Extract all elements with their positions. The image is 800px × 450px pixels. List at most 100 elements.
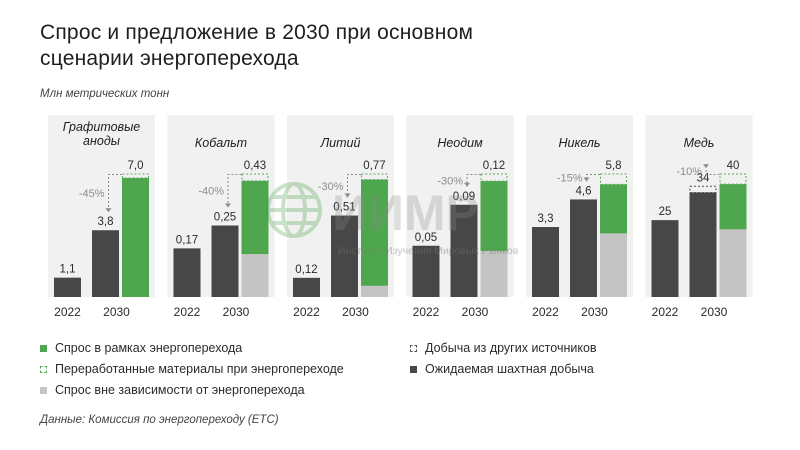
bar-mine-2022	[651, 220, 679, 297]
chart-title: Никель	[558, 136, 600, 150]
bar-demand-non-transition	[600, 233, 627, 297]
chart-panel: Медь 25 34 40 -10% 2022 2030	[645, 115, 753, 319]
legend-item-mine-production: Ожидаемая шахтная добыча	[410, 362, 594, 376]
bar-demand-transition	[480, 181, 508, 251]
bar-demand-non-transition	[719, 229, 747, 297]
value-label: 5,8	[606, 160, 622, 172]
value-label: 0,09	[453, 191, 475, 203]
value-label: 3,8	[98, 216, 114, 228]
legend: Спрос в рамках энергоперехода Переработа…	[40, 341, 760, 411]
chart-title: Графитовые аноды	[63, 120, 140, 148]
legend-swatch-green-dashed	[40, 365, 47, 373]
x-tick-label: 2022	[293, 305, 320, 319]
legend-item-other-sources: Добыча из других источников	[410, 341, 597, 355]
value-label: 40	[727, 160, 740, 172]
reduction-arrow-icon	[344, 193, 351, 198]
legend-item-non-transition-demand: Спрос вне зависимости от энергоперехода	[40, 383, 305, 397]
legend-swatch-green	[40, 344, 47, 352]
chart-panel: Кобальт 0,17 0,25 0,43 -40% 2022 2030	[167, 115, 275, 319]
bar-demand-transition	[719, 184, 747, 230]
title-line-2: сценарии энергоперехода	[40, 47, 299, 70]
bar-mine-2030	[450, 204, 478, 297]
legend-label: Спрос вне зависимости от энергоперехода	[55, 383, 305, 397]
value-label: 0,12	[295, 264, 317, 276]
reduction-label: -15%	[557, 173, 583, 185]
value-label: 0,77	[363, 160, 385, 172]
chart-panel: Никель 3,3 4,6 5,8 -15% 2022 2030	[526, 115, 633, 319]
bar-recycled	[480, 173, 508, 182]
value-label: 25	[659, 206, 672, 218]
bar-mine-2022	[532, 227, 559, 297]
x-tick-label: 2022	[174, 305, 201, 319]
value-label: 0,51	[333, 202, 355, 214]
chart-title: Медь	[684, 136, 715, 150]
chart-title: Литий	[320, 136, 361, 150]
bar-recycled	[122, 173, 149, 179]
bar-mine-2022	[293, 277, 320, 297]
reduction-guide-line	[705, 168, 720, 175]
legend-item-recycled: Переработанные материалы при энергоперех…	[40, 362, 344, 376]
x-tick-label: 2022	[54, 305, 81, 319]
chart-panel: Неодим 0,05 0,09 0,12 -30% 2022 2030	[406, 115, 514, 319]
bar-mine-2022	[54, 277, 81, 297]
bar-recycled	[361, 173, 388, 181]
value-label: 34	[697, 172, 710, 184]
value-label: 0,17	[176, 234, 198, 246]
x-tick-label: 2030	[462, 305, 489, 319]
bar-demand-non-transition	[361, 285, 388, 297]
bar-mine-2030	[570, 199, 597, 297]
reduction-arrow-icon	[464, 182, 470, 187]
bar-other-sources	[689, 185, 717, 193]
x-tick-label: 2022	[652, 305, 679, 319]
page-title: Спрос и предложение в 2030 при основном …	[40, 20, 600, 72]
bar-recycled	[600, 173, 627, 185]
bar-mine-2030	[92, 230, 119, 297]
bar-recycled	[241, 173, 269, 182]
bar-demand-non-transition	[480, 250, 508, 297]
legend-label: Спрос в рамках энергоперехода	[55, 341, 243, 355]
reduction-guide-line	[227, 174, 242, 208]
reduction-guide-line	[586, 174, 600, 182]
bar-demand-transition	[600, 184, 627, 234]
reduction-guide-line	[466, 174, 481, 187]
value-label: 3,3	[538, 213, 554, 225]
reduction-arrow-icon	[105, 208, 112, 213]
bar-demand-transition	[122, 178, 149, 297]
bar-recycled	[719, 173, 747, 185]
legend-swatch-dark-dashed	[410, 344, 417, 352]
bar-demand-non-transition	[241, 254, 269, 297]
title-line-1: Спрос и предложение в 2030 при основном	[40, 21, 474, 44]
value-label: 1,1	[60, 264, 76, 276]
x-tick-label: 2030	[701, 305, 728, 319]
legend-swatch-gray	[40, 386, 47, 394]
bar-demand-transition	[361, 179, 388, 286]
x-tick-label: 2030	[581, 305, 608, 319]
legend-item-transition-demand: Спрос в рамках энергоперехода	[40, 341, 242, 355]
reduction-guide-line	[347, 174, 361, 198]
chart-panel: Графитовые аноды 1,1 3,8 7,0 -45% 2022 2030	[48, 115, 155, 319]
legend-swatch-dark	[410, 365, 417, 373]
x-tick-label: 2030	[223, 305, 250, 319]
bar-mine-2030	[331, 215, 358, 297]
reduction-label: -30%	[318, 181, 344, 193]
x-tick-label: 2030	[103, 305, 130, 319]
reduction-arrow-icon	[703, 164, 709, 169]
value-label: 7,0	[128, 160, 144, 172]
reduction-arrow-icon	[225, 203, 231, 208]
x-tick-label: 2022	[532, 305, 559, 319]
value-label: 0,12	[483, 160, 505, 172]
reduction-label: -30%	[437, 175, 463, 187]
reduction-label: -40%	[198, 186, 224, 198]
chart-panel: Литий 0,12 0,51 0,77 -30% 2022 2030	[287, 115, 394, 319]
reduction-arrow-icon	[583, 177, 590, 182]
value-label: 0,05	[415, 232, 437, 244]
legend-label: Переработанные материалы при энергоперех…	[55, 362, 344, 376]
chart-title: Кобальт	[195, 136, 247, 150]
bar-mine-2030	[211, 225, 239, 297]
chart-title: Неодим	[437, 136, 483, 150]
x-tick-label: 2030	[342, 305, 369, 319]
x-tick-label: 2022	[413, 305, 440, 319]
value-label: 4,6	[576, 185, 592, 197]
bar-mine-2022	[173, 248, 201, 297]
